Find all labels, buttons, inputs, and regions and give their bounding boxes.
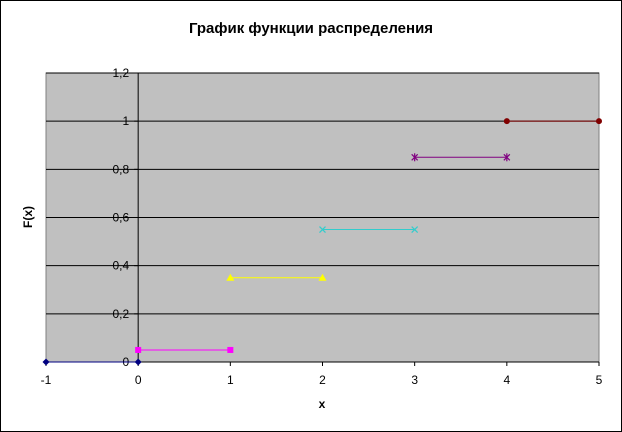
data-point xyxy=(134,358,142,366)
y-tick-label: 0,4 xyxy=(112,259,129,273)
y-tick-label: 0,8 xyxy=(112,162,129,176)
x-tick-labels: -1 0 1 2 3 4 5 xyxy=(41,373,603,387)
x-tick-label: -1 xyxy=(41,373,52,387)
data-point xyxy=(503,153,511,162)
data-point xyxy=(503,118,510,125)
data-point xyxy=(227,346,234,353)
y-axis-title: F(x) xyxy=(21,206,35,228)
x-axis-title: x xyxy=(319,397,326,411)
data-point xyxy=(596,118,602,125)
x-tick-label: 1 xyxy=(227,373,234,387)
series-5 xyxy=(411,153,511,162)
series-3 xyxy=(226,273,327,281)
series-2 xyxy=(135,346,234,353)
y-tick-label: 1,2 xyxy=(112,66,129,80)
data-point xyxy=(319,226,326,233)
y-tick-label: 0,2 xyxy=(112,307,129,321)
series-1 xyxy=(42,358,142,366)
data-point xyxy=(226,273,235,281)
x-tick-label: 5 xyxy=(596,373,603,387)
x-tick-label: 0 xyxy=(135,373,142,387)
data-point xyxy=(411,226,419,233)
series-4 xyxy=(319,226,419,233)
series-6 xyxy=(503,118,602,125)
chart-title: График функции распределения xyxy=(189,20,433,37)
y-tick-label: 1 xyxy=(122,114,129,128)
x-tick-label: 3 xyxy=(411,373,418,387)
data-point xyxy=(42,358,50,366)
marker-stroke xyxy=(411,226,419,233)
data-point xyxy=(135,346,142,353)
y-tick-label: 0,6 xyxy=(112,211,129,225)
data-point xyxy=(411,153,419,162)
x-tick-label: 2 xyxy=(319,373,326,387)
series-group xyxy=(42,118,602,366)
data-point xyxy=(318,273,327,281)
x-tick-label: 4 xyxy=(503,373,510,387)
marker-stroke xyxy=(319,226,326,233)
